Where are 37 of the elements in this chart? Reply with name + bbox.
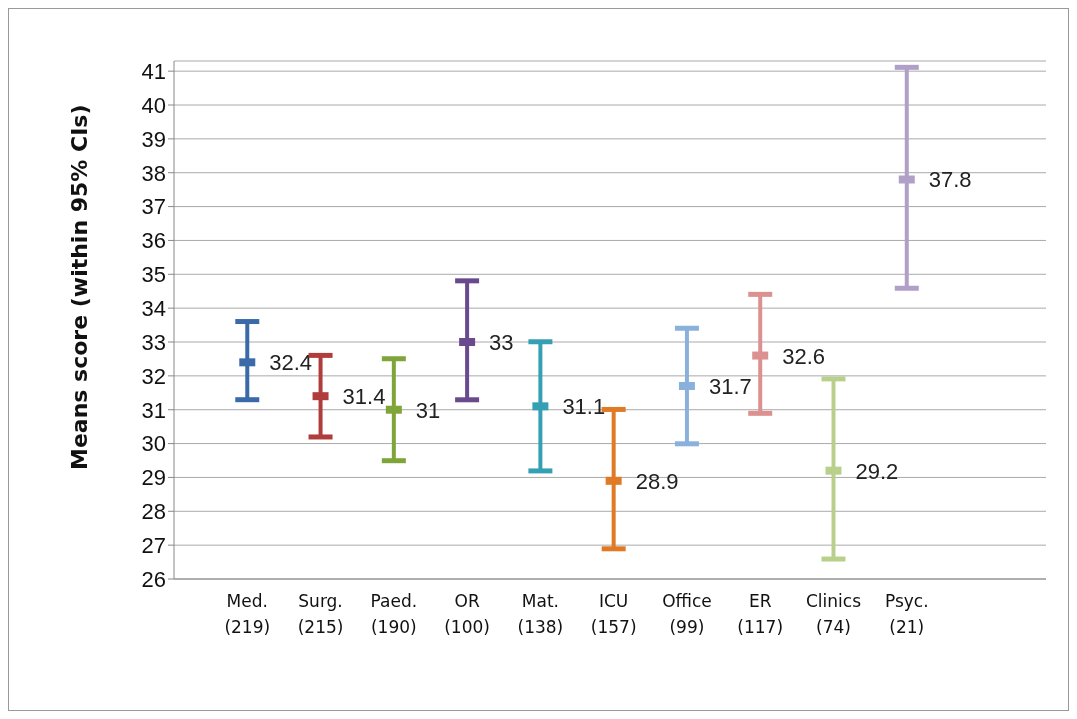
y-tick-label: 29 xyxy=(141,465,166,491)
data-label: 31.4 xyxy=(342,384,386,410)
data-label: 32.4 xyxy=(269,350,313,376)
data-label: 29.2 xyxy=(855,458,899,484)
data-label: 31.7 xyxy=(708,374,752,400)
y-tick-label: 32 xyxy=(141,363,166,389)
y-tick-label: 27 xyxy=(141,532,166,558)
data-label: 37.8 xyxy=(928,167,972,193)
x-tick-label: Surg. (215) xyxy=(297,591,344,637)
y-tick-label: 30 xyxy=(141,431,166,457)
x-tick-label: Psyc. (21) xyxy=(884,591,929,637)
data-label: 31 xyxy=(415,397,441,423)
y-tick-label: 38 xyxy=(141,160,166,186)
y-tick-label: 35 xyxy=(141,262,166,288)
x-tick-label: OR (100) xyxy=(444,591,490,637)
y-tick-label: 28 xyxy=(141,499,166,525)
y-tick-label: 26 xyxy=(141,566,166,592)
data-label: 32.6 xyxy=(782,343,826,369)
y-tick-label: 33 xyxy=(141,329,166,355)
y-tick-label: 31 xyxy=(141,397,166,423)
x-tick-label: Office (99) xyxy=(662,591,712,637)
y-tick-label: 39 xyxy=(141,126,166,152)
y-tick-label: 41 xyxy=(141,58,166,84)
x-tick-label: Clinics (74) xyxy=(805,591,862,637)
data-label: 28.9 xyxy=(635,468,679,494)
y-axis-title: Means score (within 95% CIs) xyxy=(66,104,92,470)
x-tick-label: Paed. (190) xyxy=(370,591,418,637)
y-tick-label: 40 xyxy=(141,92,166,118)
data-label: 31.1 xyxy=(562,394,606,420)
data-label: 33 xyxy=(489,330,514,356)
x-tick-label: Med. (219) xyxy=(224,591,271,637)
y-tick-label: 37 xyxy=(141,194,166,220)
x-tick-label: ICU (157) xyxy=(590,591,637,637)
x-tick-label: Mat. (138) xyxy=(517,591,564,637)
y-tick-label: 34 xyxy=(141,295,166,321)
y-tick-label: 36 xyxy=(141,228,166,254)
x-tick-label: ER (117) xyxy=(737,591,784,637)
